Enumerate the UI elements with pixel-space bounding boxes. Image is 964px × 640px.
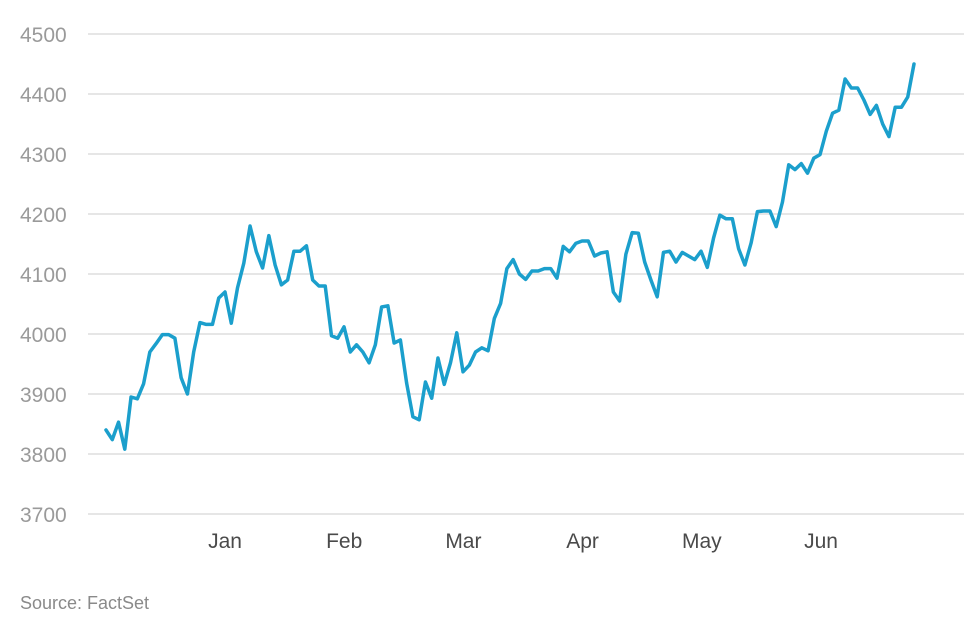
y-tick-label: 4300	[20, 144, 67, 167]
gridlines	[88, 33, 964, 515]
x-tick-label: Apr	[566, 530, 599, 553]
y-axis-tick-labels: 3700 3800 3900 4000 4100 4200 4300 4400 4500	[20, 24, 67, 527]
x-tick-label: Jun	[804, 530, 838, 553]
y-tick-label: 3900	[20, 384, 67, 407]
source-note: Source: FactSet	[20, 593, 150, 613]
series-line	[104, 62, 916, 451]
y-tick-label: 4100	[20, 264, 67, 287]
y-tick-label: 4500	[20, 24, 67, 47]
series-lines	[104, 62, 916, 451]
x-axis-tick-labels: Jan Feb Mar Apr May Jun	[208, 530, 838, 553]
x-tick-label: Mar	[445, 530, 481, 553]
y-tick-label: 4400	[20, 84, 67, 107]
line-chart: 3700 3800 3900 4000 4100 4200 4300 4400 4500 Jan…	[20, 24, 964, 553]
y-tick-label: 3700	[20, 504, 67, 527]
x-tick-label: Feb	[326, 530, 362, 553]
y-tick-label: 4200	[20, 204, 67, 227]
x-tick-label: May	[682, 530, 722, 553]
y-tick-label: 4000	[20, 324, 67, 347]
x-tick-label: Jan	[208, 530, 242, 553]
y-tick-label: 3800	[20, 444, 67, 467]
